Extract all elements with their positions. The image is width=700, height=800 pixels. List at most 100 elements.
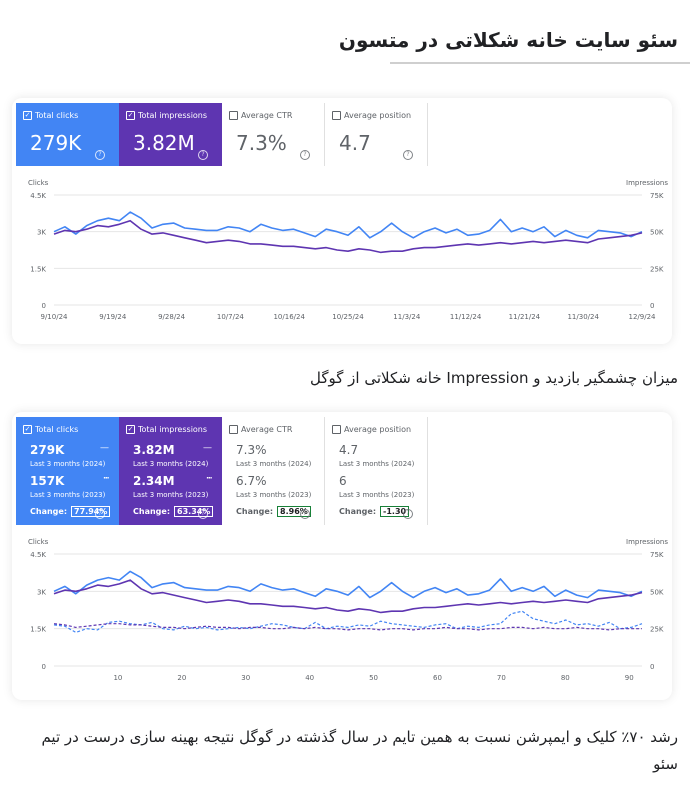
y-axis-title-right: Impressions [626,538,668,546]
y-tick-label-right: 0 [650,302,654,310]
change-percentage: 63.34% [174,506,214,517]
help-icon[interactable]: ? [95,150,105,160]
y-axis-title-left: Clicks [28,538,49,546]
metric-previous-value: 6.7% [236,474,267,488]
metric-card-label: Average CTR [229,111,292,120]
metric-current-period: Last 3 months (2024) [30,460,106,468]
x-tick-label: 30 [241,674,250,682]
metric-card-value: 279K [30,131,82,155]
x-tick-label: 40 [305,674,314,682]
help-icon[interactable]: ? [198,509,208,519]
title-divider [390,62,690,64]
y-tick-label-left: 0 [42,663,46,671]
x-tick-label: 9/10/24 [41,313,69,321]
change-percentage: 77.94% [71,506,111,517]
dashed-line-legend-icon: ┅ [103,474,109,484]
metric-current-period: Last 3 months (2024) [339,460,415,468]
performance-chart-recent: Clicks Impressions 0 0 1.5K 25K 3K 50K 4.5K 75K 9/… [28,179,668,321]
series-line-clicks-2024 [53,570,643,599]
y-tick-label-right: 0 [650,663,654,671]
x-tick-label: 10 [113,674,122,682]
metric-change: Change: -1.30 [339,506,410,517]
metric-previous-value: 2.34M [133,474,175,488]
y-tick-label-right: 50K [650,229,664,237]
y-tick-label-left: 0 [42,302,46,310]
series-line-impressions-2024 [53,579,643,614]
search-console-panel-comparison: ✓ Total clicks 279K — Last 3 months (2024… [12,412,672,700]
x-tick-label: 10/25/24 [332,313,364,321]
metric-card-total-clicks[interactable]: ✓ Total clicks 279K — Last 3 months (2024… [16,417,119,525]
series-line-impressions-2023 [53,623,642,631]
metric-card-label: Average position [332,425,411,434]
y-tick-label-right: 75K [650,192,664,200]
metric-change: Change: 8.96% [236,506,311,517]
checkbox-unchecked-icon[interactable] [229,111,238,120]
performance-chart-comparison: Clicks Impressions 0 0 1.5K 25K 3K 50K 4.5K 75K 10… [28,538,668,682]
x-tick-label: 11/12/24 [450,313,482,321]
help-icon[interactable]: ? [300,509,310,519]
y-tick-label-left: 1.5K [30,626,46,634]
x-tick-label: 90 [625,674,634,682]
y-tick-label-left: 3K [37,229,46,237]
metric-card-label: ✓ Total impressions [126,425,208,434]
metric-previous-period: Last 3 months (2023) [30,491,106,499]
metric-cards: ✓ Total clicks 279K — Last 3 months (2024… [16,417,428,525]
x-tick-label: 9/28/24 [158,313,186,321]
series-line-impressions [53,219,643,254]
checkbox-checked-icon[interactable]: ✓ [126,425,135,434]
solid-line-legend-icon: — [100,443,109,453]
x-tick-label: 10/16/24 [273,313,305,321]
change-percentage: 8.96% [277,506,311,517]
metric-card-total-impressions[interactable]: ✓ Total impressions 3.82M — Last 3 months… [119,417,222,525]
y-tick-label-right: 25K [650,265,664,273]
metric-current-value: 279K [30,443,65,457]
metric-card-average-ctr[interactable]: Average CTR 7.3% ? [222,103,325,166]
help-icon[interactable]: ? [95,509,105,519]
metric-previous-period: Last 3 months (2023) [133,491,209,499]
caption-growth: رشد ۷۰٪ کلیک و ایمپرشن نسبت به همین تایم… [41,728,678,773]
metric-card-average-position[interactable]: Average position 4.7 ? [325,103,428,166]
metric-current-period: Last 3 months (2024) [236,460,312,468]
metric-current-value: 7.3% [236,443,267,457]
metric-card-value: 4.7 [339,131,371,155]
metric-card-average-position[interactable]: Average position 4.7 Last 3 months (2024… [325,417,428,525]
metric-change: Change: 63.34% [133,506,214,517]
checkbox-unchecked-icon[interactable] [229,425,238,434]
metric-card-average-ctr[interactable]: Average CTR 7.3% Last 3 months (2024) 6.… [222,417,325,525]
x-tick-label: 70 [497,674,506,682]
checkbox-checked-icon[interactable]: ✓ [23,111,32,120]
search-console-panel-recent: ✓ Total clicks 279K ? ✓ Total impressions … [12,98,672,344]
y-tick-label-left: 3K [37,588,46,596]
help-icon[interactable]: ? [300,150,310,160]
metric-card-value: 3.82M [133,131,195,155]
metric-current-value: 4.7 [339,443,359,457]
metric-card-total-impressions[interactable]: ✓ Total impressions 3.82M ? [119,103,222,166]
metric-previous-value: 157K [30,474,65,488]
metric-card-total-clicks[interactable]: ✓ Total clicks 279K ? [16,103,119,166]
x-tick-label: 11/21/24 [509,313,541,321]
y-axis-title-left: Clicks [28,179,49,187]
metric-cards: ✓ Total clicks 279K ? ✓ Total impressions … [16,103,428,166]
metric-card-label: ✓ Total impressions [126,111,208,120]
metric-card-value: 7.3% [236,131,287,155]
x-tick-label: 11/30/24 [567,313,599,321]
caption-traffic: میزان چشمگیر بازدید و Impression خانه شک… [310,369,678,387]
metric-current-period: Last 3 months (2024) [133,460,209,468]
checkbox-checked-icon[interactable]: ✓ [126,111,135,120]
checkbox-checked-icon[interactable]: ✓ [23,425,32,434]
dashed-line-legend-icon: ┅ [206,474,212,484]
page-title: سئو سایت خانه شکلاتی در متسون [338,28,678,52]
series-line-clicks-2023 [53,610,643,634]
metric-card-label: ✓ Total clicks [23,111,79,120]
help-icon[interactable]: ? [403,150,413,160]
help-icon[interactable]: ? [403,509,413,519]
y-tick-label-right: 50K [650,588,664,596]
x-tick-label: 9/19/24 [99,313,127,321]
y-tick-label-left: 1.5K [30,265,46,273]
help-icon[interactable]: ? [198,150,208,160]
metric-card-label: ✓ Total clicks [23,425,79,434]
metric-card-label: Average CTR [229,425,292,434]
checkbox-unchecked-icon[interactable] [332,425,341,434]
checkbox-unchecked-icon[interactable] [332,111,341,120]
series-line-clicks [53,211,643,239]
